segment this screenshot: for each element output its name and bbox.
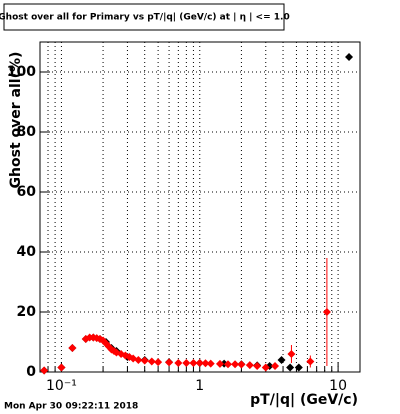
marker xyxy=(154,358,163,367)
marker xyxy=(286,363,295,372)
y-axis-label: Ghost over all(%) xyxy=(8,52,24,189)
marker xyxy=(121,351,130,360)
marker xyxy=(40,366,49,375)
marker xyxy=(223,360,232,369)
marker xyxy=(189,359,198,367)
marker xyxy=(271,362,280,370)
timestamp: Mon Apr 30 09:22:11 2018 xyxy=(4,402,138,412)
marker xyxy=(287,350,296,358)
marker xyxy=(174,359,183,367)
marker xyxy=(201,359,210,368)
marker xyxy=(294,363,303,372)
marker xyxy=(68,344,77,352)
y-tick-label: 60 xyxy=(17,184,37,200)
chart-title: Ghost over all for Primary vs pT/|q| (Ge… xyxy=(0,13,290,23)
marker xyxy=(345,53,354,61)
x-tick-label: 10⁻¹ xyxy=(46,378,77,394)
marker xyxy=(57,363,66,372)
marker xyxy=(140,356,149,365)
y-tick-label: 100 xyxy=(7,64,36,80)
marker xyxy=(231,360,240,369)
y-tick-label: 80 xyxy=(17,124,37,140)
marker xyxy=(195,359,204,367)
marker xyxy=(306,357,315,366)
y-tick-label: 40 xyxy=(17,244,37,260)
title-box xyxy=(3,3,285,31)
marker xyxy=(245,361,254,370)
x-tick-label: 1 xyxy=(195,378,204,394)
marker xyxy=(134,356,143,364)
marker xyxy=(215,359,224,368)
marker xyxy=(253,362,262,370)
marker xyxy=(206,359,215,368)
marker xyxy=(322,308,331,316)
marker xyxy=(165,358,174,367)
marker xyxy=(147,357,156,366)
marker xyxy=(261,363,270,372)
marker xyxy=(237,360,246,369)
x-tick-label: 10 xyxy=(329,378,347,394)
marker xyxy=(277,356,286,364)
marker xyxy=(182,359,191,367)
y-tick-label: 0 xyxy=(26,364,36,380)
y-tick-label: 20 xyxy=(17,304,37,320)
x-axis-label: pT/|q| (GeV/c) xyxy=(250,392,358,408)
